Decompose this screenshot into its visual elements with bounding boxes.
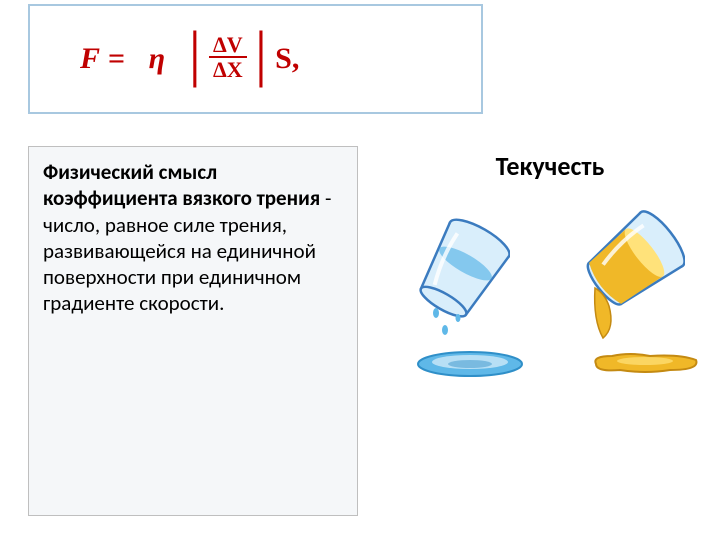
definition-bold: Физический смысл коэффициента вязкого тр… bbox=[43, 159, 320, 211]
formula-box: F = η | ΔV ΔX | S, bbox=[28, 4, 483, 114]
water-glass-icon bbox=[410, 218, 510, 348]
formula-area: S, bbox=[275, 42, 299, 76]
formula-equals: = bbox=[108, 42, 125, 76]
formula-lhs: F bbox=[80, 42, 100, 76]
fluidity-title: Текучесть bbox=[400, 150, 700, 182]
water-puddle-icon bbox=[415, 350, 525, 378]
abs-bar-right: | bbox=[255, 36, 267, 73]
illustration-area bbox=[390, 210, 710, 390]
formula-numerator: ΔV bbox=[209, 33, 247, 58]
honey-puddle-icon bbox=[590, 350, 700, 374]
formula-eta: η bbox=[149, 42, 165, 76]
formula-fraction: ΔV ΔX bbox=[209, 33, 247, 81]
abs-bar-left: | bbox=[189, 36, 201, 73]
formula-denominator: ΔX bbox=[209, 58, 247, 81]
formula: F = η | ΔV ΔX | S, bbox=[80, 35, 299, 83]
definition-box: Физический смысл коэффициента вязкого тр… bbox=[28, 146, 358, 516]
honey-glass-icon bbox=[585, 210, 685, 340]
